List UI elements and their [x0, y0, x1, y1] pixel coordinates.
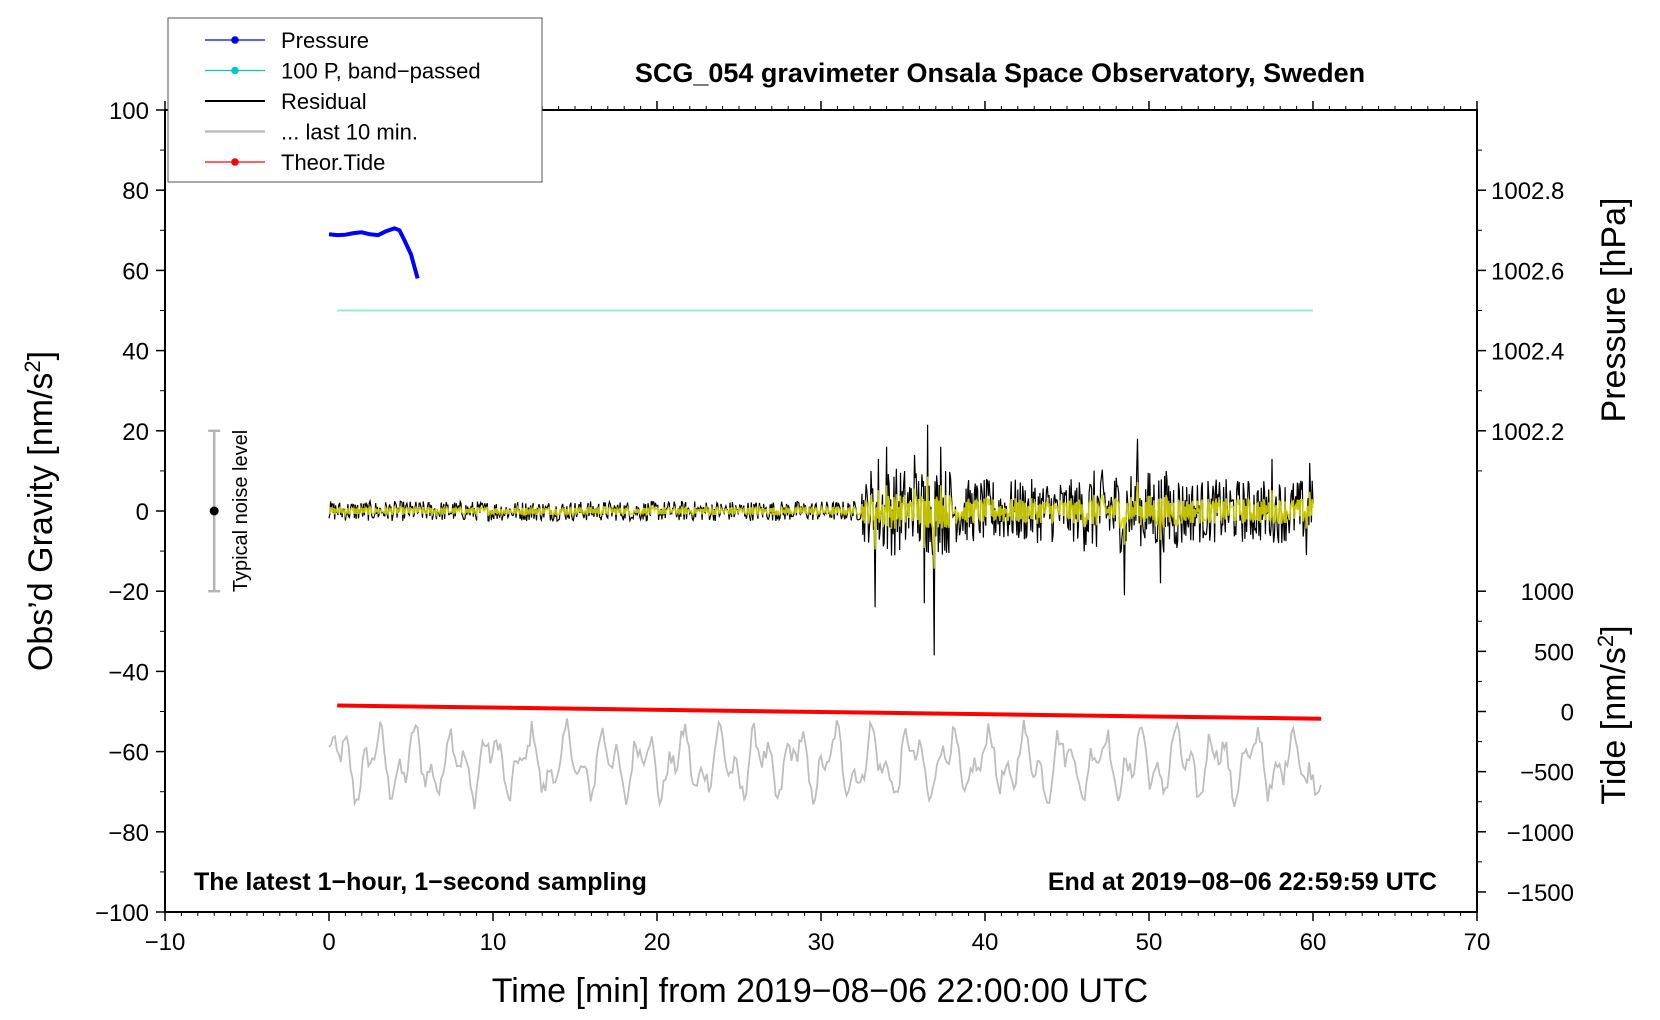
sampling-note: The latest 1−hour, 1−second sampling [194, 868, 647, 896]
y-tick-label: −20 [108, 579, 149, 606]
pressure-tick-label: 1002.4 [1491, 339, 1564, 366]
noise-level-label: Typical noise level [230, 430, 252, 592]
end-time-note: End at 2019−08−06 22:59:59 UTC [1048, 868, 1437, 896]
y-axis-label-tide: Tide [nm/s2] [1593, 625, 1633, 804]
x-tick-label: 10 [480, 929, 507, 956]
legend-label: ... last 10 min. [281, 120, 418, 145]
y-tick-label: 100 [109, 98, 149, 125]
legend-label: Pressure [281, 28, 369, 53]
y-tick-label: −60 [108, 740, 149, 767]
y-tick-label: −100 [95, 900, 149, 927]
legend-label: Theor.Tide [281, 150, 385, 175]
pressure-tick-label: 1002.6 [1491, 258, 1564, 285]
x-axis-label: Time [min] from 2019−08−06 22:00:00 UTC [492, 972, 1148, 1010]
x-tick-label: 60 [1300, 929, 1327, 956]
legend-label: 100 P, band−passed [281, 59, 481, 84]
pressure-tick-label: 1002.8 [1491, 178, 1564, 205]
y-tick-label: 60 [122, 258, 149, 285]
legend-label: Residual [281, 89, 367, 114]
pressure-tick-label: 1002.2 [1491, 419, 1564, 446]
x-tick-label: 30 [808, 929, 835, 956]
residual-smoothed-line [328, 476, 1314, 569]
y-axis-label-tide-sup: 2 [1593, 635, 1618, 647]
x-tick-label: 20 [644, 929, 671, 956]
pressure-line [328, 226, 420, 279]
x-tick-label: 70 [1464, 929, 1491, 956]
legend-marker [231, 36, 239, 44]
tide-tick-label: −1000 [1507, 820, 1574, 847]
chart-title: SCG_054 gravimeter Onsala Space Observat… [635, 58, 1365, 88]
theoretical-tide-line [337, 703, 1322, 721]
x-tick-label: 40 [972, 929, 999, 956]
legend: Pressure 100 P, band−passed Residual ... la… [167, 17, 543, 183]
legend-marker [231, 158, 239, 166]
y-axis-label-pressure: Pressure [hPa] [1595, 198, 1633, 423]
tide-tick-label: 500 [1534, 639, 1574, 666]
x-tick-label: 0 [322, 929, 335, 956]
y-tick-label: 80 [122, 178, 149, 205]
y-axis-label-gravity: Obs’d Gravity [nm/s2] [20, 351, 60, 671]
x-tick-label: 50 [1136, 929, 1163, 956]
last-10-min-line [328, 718, 1322, 810]
noise-center-dot [209, 506, 219, 516]
legend-marker [231, 66, 239, 75]
tide-tick-label: −1500 [1507, 880, 1574, 907]
y-tick-label: 20 [122, 419, 149, 446]
y-tick-label: 40 [122, 339, 149, 366]
y-tick-label: −40 [108, 659, 149, 686]
y-tick-label: −80 [108, 820, 149, 847]
tide-tick-label: 0 [1561, 700, 1574, 727]
tide-tick-label: 1000 [1521, 579, 1574, 606]
tide-tick-label: −500 [1520, 760, 1574, 787]
axis-ticks: −10 0 10 20 30 40 50 60 70−100−80−60−40−20020406… [95, 98, 1574, 956]
noise-level-indicator: Typical noise level [208, 429, 252, 593]
y-axis-label-gravity-sup: 2 [20, 360, 45, 372]
series-layer [328, 226, 1322, 810]
x-tick-label: −10 [145, 929, 186, 956]
y-tick-label: 0 [136, 499, 149, 526]
